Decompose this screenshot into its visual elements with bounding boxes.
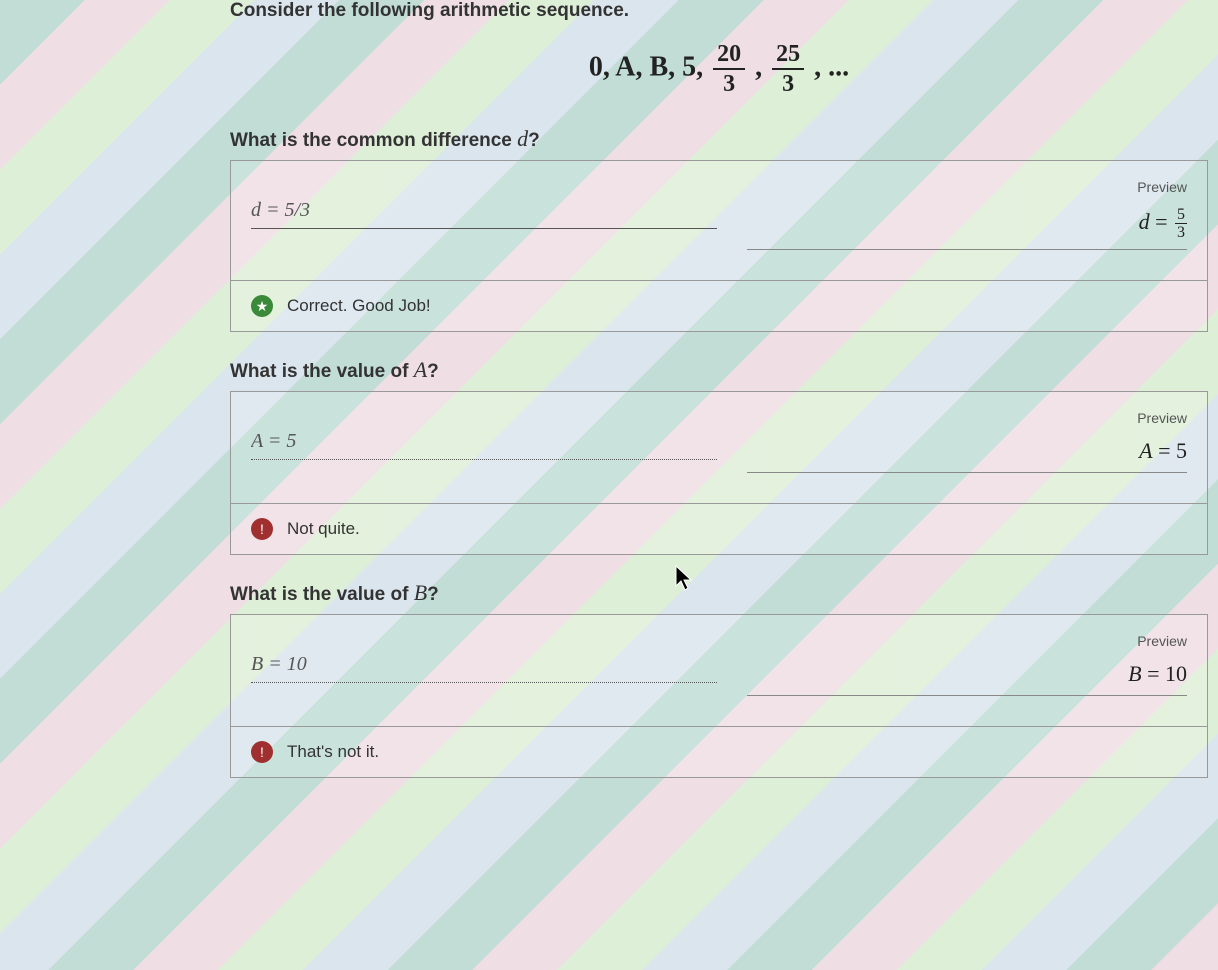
q3-feedback-text: That's not it.	[287, 742, 379, 762]
q2-preview-label: Preview	[747, 410, 1187, 426]
q1-answer-input[interactable]	[251, 179, 717, 229]
q2-preview-eq: =	[1153, 438, 1176, 463]
fraction-2: 25 3	[772, 42, 804, 96]
q2-prompt-post: ?	[427, 361, 439, 382]
q3-preview-plain: 10	[1165, 661, 1187, 686]
q1-prompt-post: ?	[528, 130, 540, 151]
q3-preview-value: B = 10	[747, 653, 1187, 696]
star-icon: ★	[251, 295, 273, 317]
q1-preview-frac-den: 3	[1175, 224, 1187, 241]
q1-feedback: ★ Correct. Good Job!	[231, 280, 1207, 331]
q3-prompt-pre: What is the value of	[230, 584, 414, 605]
q2-feedback-text: Not quite.	[287, 519, 360, 539]
fraction-1-num: 20	[713, 42, 745, 70]
q1-preview-label: Preview	[747, 179, 1187, 195]
sequence-prefix: 0, A, B, 5,	[589, 51, 710, 82]
q1-preview-frac: 53	[1175, 207, 1187, 241]
sequence-suffix: , ...	[814, 51, 849, 82]
q2-preview-var: A	[1139, 438, 1152, 463]
q1-prompt-var: d	[517, 126, 528, 151]
fraction-1: 20 3	[713, 42, 745, 96]
q1-preview-eq: =	[1150, 209, 1173, 234]
problem-title: Consider the following arithmetic sequen…	[230, 0, 1208, 22]
q2-preview-plain: 5	[1176, 438, 1187, 463]
q1-preview-value: d = 53	[747, 199, 1187, 250]
q3-feedback: ! That's not it.	[231, 726, 1207, 777]
q3-answer-input[interactable]	[251, 633, 717, 683]
q3-preview-eq: =	[1142, 661, 1165, 686]
q3-preview-label: Preview	[747, 633, 1187, 649]
exclaim-icon: !	[251, 518, 273, 540]
fraction-2-num: 25	[772, 42, 804, 70]
sequence-display: 0, A, B, 5, 20 3 , 25 3 , ...	[230, 42, 1208, 96]
question-1-prompt: What is the common difference d?	[230, 126, 1208, 152]
q2-prompt-var: A	[414, 357, 427, 382]
question-2-box: Preview A = 5 ! Not quite.	[230, 391, 1208, 555]
q1-preview-var: d	[1139, 209, 1150, 234]
fraction-2-den: 3	[772, 70, 804, 96]
question-3-box: Preview B = 10 ! That's not it.	[230, 614, 1208, 778]
q2-preview-value: A = 5	[747, 430, 1187, 473]
question-3-prompt: What is the value of B?	[230, 580, 1208, 606]
q1-preview-frac-num: 5	[1175, 207, 1187, 224]
q2-answer-input[interactable]	[251, 410, 717, 460]
exclaim-icon: !	[251, 741, 273, 763]
fraction-1-den: 3	[713, 70, 745, 96]
sequence-comma-1: ,	[755, 51, 769, 82]
q1-feedback-text: Correct. Good Job!	[287, 296, 431, 316]
q1-prompt-pre: What is the common difference	[230, 130, 517, 151]
question-1-box: Preview d = 53 ★ Correct. Good Job!	[230, 160, 1208, 332]
question-2-prompt: What is the value of A?	[230, 357, 1208, 383]
q2-prompt-pre: What is the value of	[230, 361, 414, 382]
q3-prompt-var: B	[414, 580, 427, 605]
q3-preview-var: B	[1128, 661, 1141, 686]
q2-feedback: ! Not quite.	[231, 503, 1207, 554]
q3-prompt-post: ?	[427, 584, 439, 605]
